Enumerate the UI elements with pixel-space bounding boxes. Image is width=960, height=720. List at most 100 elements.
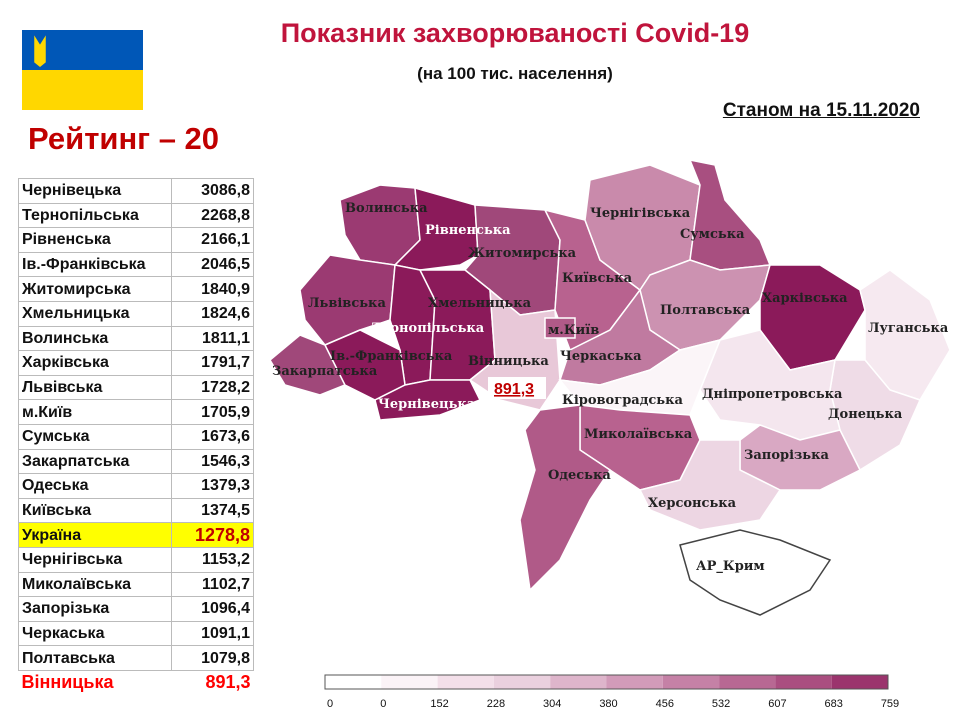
- table-row: Чернівецька 3086,8: [18, 178, 254, 204]
- legend-tick: 607: [768, 698, 786, 710]
- table-row: Закарпатська 1546,3: [18, 448, 254, 475]
- legend-step: [381, 675, 438, 689]
- title: Показник захворюваності Covid-19: [280, 18, 750, 48]
- legend-tick: 759: [881, 698, 899, 710]
- subtitle: (на 100 тис. населення): [417, 64, 613, 83]
- highlight-label: 891,3: [494, 381, 534, 398]
- table-row: Харківська 1791,7: [18, 350, 254, 376]
- name-cell: Хмельницька: [18, 300, 172, 327]
- region-label: Київська: [562, 271, 633, 286]
- name-cell: Миколаївська: [18, 571, 172, 598]
- legend-step: [662, 675, 720, 689]
- rating-table: Чернівецька 3086,8 Тернопільська 2268,8 Рівн…: [18, 178, 254, 694]
- region: [544, 317, 576, 339]
- table-row: Україна 1278,8: [18, 522, 254, 548]
- table-row: Рівненська 2166,1: [18, 227, 254, 253]
- region-label: Одеська: [548, 468, 611, 483]
- highlight-box: [488, 377, 546, 399]
- table-row: Ів.-Франківська 2046,5: [18, 251, 254, 278]
- region-label: Дніпропетровська: [702, 387, 843, 402]
- region-label: Херсонська: [648, 496, 737, 511]
- table-row: Чернігівська 1153,2: [18, 546, 254, 573]
- value-cell: 1824,6: [171, 300, 254, 327]
- table-row: Черкаська 1091,1: [18, 620, 254, 647]
- region-label: Полтавська: [660, 303, 751, 318]
- legend-tick: 304: [543, 698, 561, 710]
- rating-title: Рейтинг – 20: [28, 121, 220, 156]
- name-cell: Чернівецька: [18, 178, 172, 204]
- name-cell: м.Київ: [18, 399, 172, 425]
- region-label: Чернівецька: [378, 397, 476, 412]
- region: [688, 158, 772, 271]
- region-label: Львівська: [308, 296, 386, 311]
- region-label: Ів.-Франківська: [330, 349, 453, 364]
- value-cell: 1811,1: [171, 325, 254, 352]
- name-cell: Львівська: [18, 374, 172, 401]
- region-label: АР_Крим: [696, 559, 765, 574]
- name-cell: Рівненська: [18, 227, 172, 253]
- table-row: Полтавська 1079,8: [18, 645, 254, 671]
- name-cell: Запорізька: [18, 596, 172, 622]
- legend-step: [325, 675, 382, 689]
- value-cell: 1791,7: [171, 350, 254, 376]
- region-label: Луганська: [868, 321, 949, 336]
- region: [519, 404, 612, 592]
- value-cell: 1153,2: [171, 546, 254, 573]
- region: [374, 379, 482, 421]
- legend-frame: [324, 674, 889, 690]
- region-label: Закарпатська: [272, 364, 378, 379]
- value-cell: 891,3: [205, 672, 251, 693]
- value-cell: 1705,9: [171, 399, 254, 425]
- value-cell: 1546,3: [171, 448, 254, 475]
- value-cell: 1374,5: [171, 497, 254, 524]
- value-cell: 2046,5: [171, 251, 254, 278]
- region: [638, 439, 782, 531]
- legend-tick: 683: [825, 698, 843, 710]
- region-label: Черкаська: [560, 349, 642, 364]
- name-cell: Ів.-Франківська: [18, 251, 172, 278]
- legend-tick: 228: [487, 698, 505, 710]
- table-row: Вінницька 891,3: [19, 670, 254, 694]
- table-row: Одеська 1379,3: [18, 473, 254, 499]
- date: Станом на 15.11.2020: [722, 100, 920, 121]
- table-row: Сумська 1673,6: [18, 423, 254, 450]
- legend-step: [606, 675, 663, 689]
- name-cell: Україна: [18, 522, 172, 548]
- value-cell: 2166,1: [171, 227, 254, 253]
- legend-tick: 0: [327, 698, 333, 710]
- region-label: Донецька: [828, 407, 903, 422]
- legend-step: [493, 675, 551, 689]
- region-label: Хмельницька: [428, 296, 532, 311]
- legend-step: [437, 675, 494, 689]
- region-label: Волинська: [345, 201, 428, 216]
- value-cell: 1096,4: [171, 596, 254, 622]
- name-cell: Житомирська: [18, 276, 172, 302]
- table-row: м.Київ 1705,9: [18, 399, 254, 425]
- name-cell: Черкаська: [18, 620, 172, 647]
- name-cell: Тернопільська: [18, 202, 172, 229]
- region-label: Вінницька: [468, 354, 549, 369]
- value-cell: 1102,7: [171, 571, 254, 598]
- table-row: Волинська 1811,1: [18, 325, 254, 352]
- value-cell: 3086,8: [171, 178, 254, 204]
- region-label: Рівненська: [425, 223, 511, 238]
- name-cell: Волинська: [18, 325, 172, 352]
- region-label: Запорізька: [744, 448, 830, 463]
- name-cell: Сумська: [18, 423, 172, 450]
- legend-tick: 380: [599, 698, 617, 710]
- value-cell: 2268,8: [171, 202, 254, 229]
- region-label: Миколаївська: [584, 427, 693, 442]
- value-cell: 1728,2: [171, 374, 254, 401]
- region: [679, 529, 832, 616]
- value-cell: 1278,8: [171, 522, 254, 548]
- region-label: Чернігівська: [590, 206, 691, 221]
- name-cell: Київська: [18, 497, 172, 524]
- region-label: м.Київ: [548, 323, 599, 338]
- region-label: Житомирська: [468, 246, 577, 261]
- table-row: Миколаївська 1102,7: [18, 571, 254, 598]
- region-label: Тернопільська: [372, 321, 485, 336]
- flag: [22, 30, 143, 110]
- name-cell: Чернігівська: [18, 546, 172, 573]
